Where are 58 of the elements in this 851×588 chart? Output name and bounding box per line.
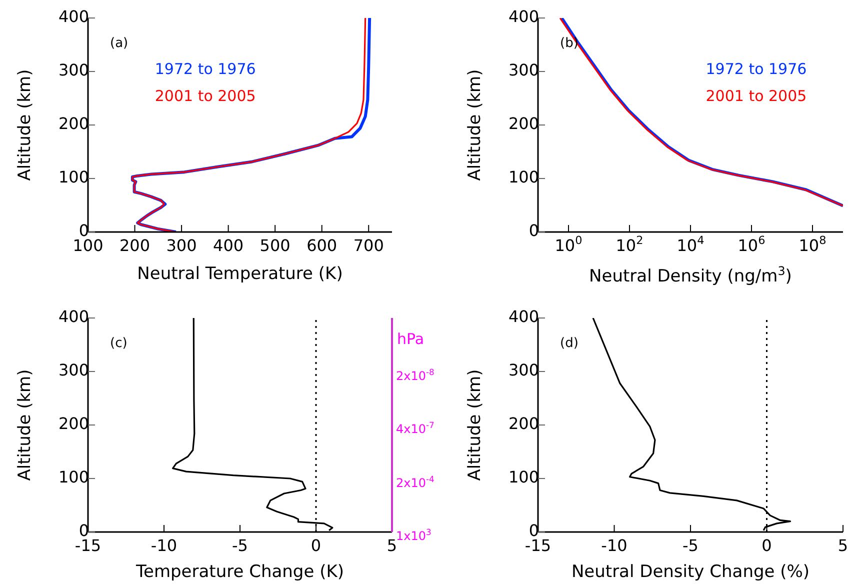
y-tick-label: 400 bbox=[508, 307, 539, 326]
x-tick-label: 300 bbox=[166, 236, 197, 256]
annotation: (a) bbox=[110, 36, 128, 51]
x-tick-label: 10$^{0}$ bbox=[554, 234, 582, 256]
x-tick-label: 600 bbox=[306, 236, 338, 256]
annotation: (d) bbox=[560, 336, 578, 351]
text: 1x10$^{3}$ bbox=[396, 527, 432, 543]
y-tick-label: 200 bbox=[58, 114, 89, 134]
x-tick-label: 10$^{6}$ bbox=[738, 234, 766, 256]
y-tick-label: 400 bbox=[58, 7, 89, 26]
x-tick-label: 5 bbox=[386, 536, 398, 556]
text: 2001 to 2005 bbox=[706, 86, 807, 107]
y-tick-label: 100 bbox=[508, 168, 539, 187]
x-tick-label: -5 bbox=[232, 536, 248, 556]
y-axis-title: Altitude (km) bbox=[465, 69, 486, 181]
text: 2001 to 2005 bbox=[154, 86, 256, 107]
y-axis-title: Altitude (km) bbox=[15, 369, 36, 481]
x-tick-label: -15 bbox=[74, 536, 102, 556]
y-axis-title: Altitude (km) bbox=[465, 369, 486, 481]
text: 4x10$^{-7}$ bbox=[396, 420, 434, 436]
text: 1972 to 1976 bbox=[706, 59, 807, 80]
y-tick-label: 300 bbox=[508, 60, 539, 80]
y2-axis-title: hPa bbox=[397, 330, 424, 348]
y-axis-title: Altitude (km) bbox=[15, 69, 36, 181]
x-axis-title: Neutral Temperature (K) bbox=[137, 264, 343, 284]
x-tick-label: -10 bbox=[150, 536, 178, 556]
x-axis-title: Neutral Density Change (%) bbox=[571, 562, 810, 582]
annotation: (c) bbox=[110, 336, 128, 351]
y-tick-label: 400 bbox=[58, 307, 89, 326]
x-tick-label: 200 bbox=[119, 236, 150, 256]
annotation: (b) bbox=[560, 36, 578, 51]
y-tick-label: 300 bbox=[58, 60, 89, 80]
y-tick-label: 400 bbox=[508, 7, 539, 26]
x-tick-label: -15 bbox=[524, 536, 552, 556]
x-tick-label: 10$^{8}$ bbox=[798, 234, 826, 256]
y-tick-label: 200 bbox=[58, 414, 89, 434]
x-axis-title: Temperature Change (K) bbox=[136, 562, 344, 582]
text: 2x10$^{-4}$ bbox=[396, 474, 434, 490]
x-tick-label: 0 bbox=[762, 536, 772, 556]
x-axis-title: Neutral Density (ng/m$^{3}$) bbox=[589, 264, 792, 287]
x-tick-label: 10$^{4}$ bbox=[676, 234, 704, 256]
y-tick-label: 300 bbox=[58, 360, 89, 380]
text: 2x10$^{-8}$ bbox=[396, 366, 434, 382]
x-tick-label: 0 bbox=[310, 536, 322, 556]
x-tick-label: 5 bbox=[838, 536, 848, 556]
text: 1972 to 1976 bbox=[154, 59, 256, 80]
x-tick-label: 400 bbox=[213, 236, 244, 256]
x-tick-label: -10 bbox=[601, 536, 628, 556]
x-tick-label: -5 bbox=[682, 536, 698, 556]
x-tick-label: 500 bbox=[260, 236, 290, 256]
x-tick-label: 10$^{2}$ bbox=[616, 234, 644, 256]
y-tick-label: 300 bbox=[508, 360, 539, 380]
y-tick-label: 200 bbox=[508, 414, 539, 434]
x-tick-label: 700 bbox=[353, 236, 384, 256]
y-tick-label: 100 bbox=[508, 468, 539, 487]
y-tick-label: 100 bbox=[58, 168, 89, 187]
y-tick-label: 100 bbox=[58, 468, 89, 487]
y-tick-label: 200 bbox=[508, 114, 539, 134]
